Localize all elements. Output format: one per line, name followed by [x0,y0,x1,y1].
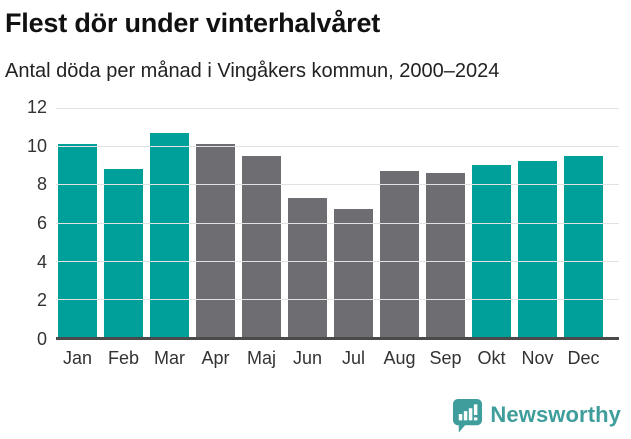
bar-apr [196,144,235,337]
bar-feb [104,169,143,337]
bar-sep [426,172,465,337]
y-tick-2: 2 [36,290,47,311]
y-tick-8: 8 [36,174,47,195]
bar-nov [518,161,557,337]
newsworthy-logo-icon [453,398,483,432]
x-label-feb: Feb [107,348,140,368]
chart-title: Flest dör under vinterhalvåret [5,8,381,38]
bars-container [58,108,603,337]
x-axis: Jan Feb Mar Apr Maj Jun Jul Aug Sep Okt Nov Dec [58,348,603,369]
chart-subtitle: Antal döda per månad i Vingåkers kommun,… [5,60,500,82]
bar-jul [334,209,373,337]
x-label-dec: Dec [567,348,600,368]
y-tick-12: 12 [26,97,47,118]
plot-area [56,108,619,340]
y-tick-10: 10 [26,135,47,156]
gridline-4 [56,260,619,262]
x-label-sep: Sep [429,348,462,368]
x-label-jan: Jan [62,348,93,368]
gridline-10 [56,146,619,148]
y-tick-6: 6 [36,213,47,234]
gridline-2 [56,298,619,300]
gridline-8 [56,184,619,186]
bar-mar [150,132,189,337]
brand-name: Newsworthy [490,402,621,427]
x-label-mar: Mar [154,348,185,368]
y-axis: 0 2 4 6 8 10 12 [4,97,56,349]
y-tick-4: 4 [36,251,47,272]
x-label-okt: Okt [477,348,506,368]
bar-jan [58,144,97,337]
x-label-nov: Nov [521,348,554,368]
gridline-6 [56,222,619,224]
x-label-aug: Aug [383,348,416,368]
bar-jun [288,197,327,337]
x-label-apr: Apr [201,348,230,368]
x-label-jul: Jul [341,348,365,368]
x-label-maj: Maj [246,348,276,368]
bar-maj [242,155,281,337]
gridline-12 [56,108,619,109]
bar-okt [472,165,511,337]
x-label-jun: Jun [292,348,323,368]
bar-aug [380,170,419,337]
bar-dec [564,155,603,337]
bar-chart: 0 2 4 6 8 10 12 [4,97,625,349]
y-tick-0: 0 [36,329,47,350]
brand-footer: Newsworthy [4,395,625,439]
